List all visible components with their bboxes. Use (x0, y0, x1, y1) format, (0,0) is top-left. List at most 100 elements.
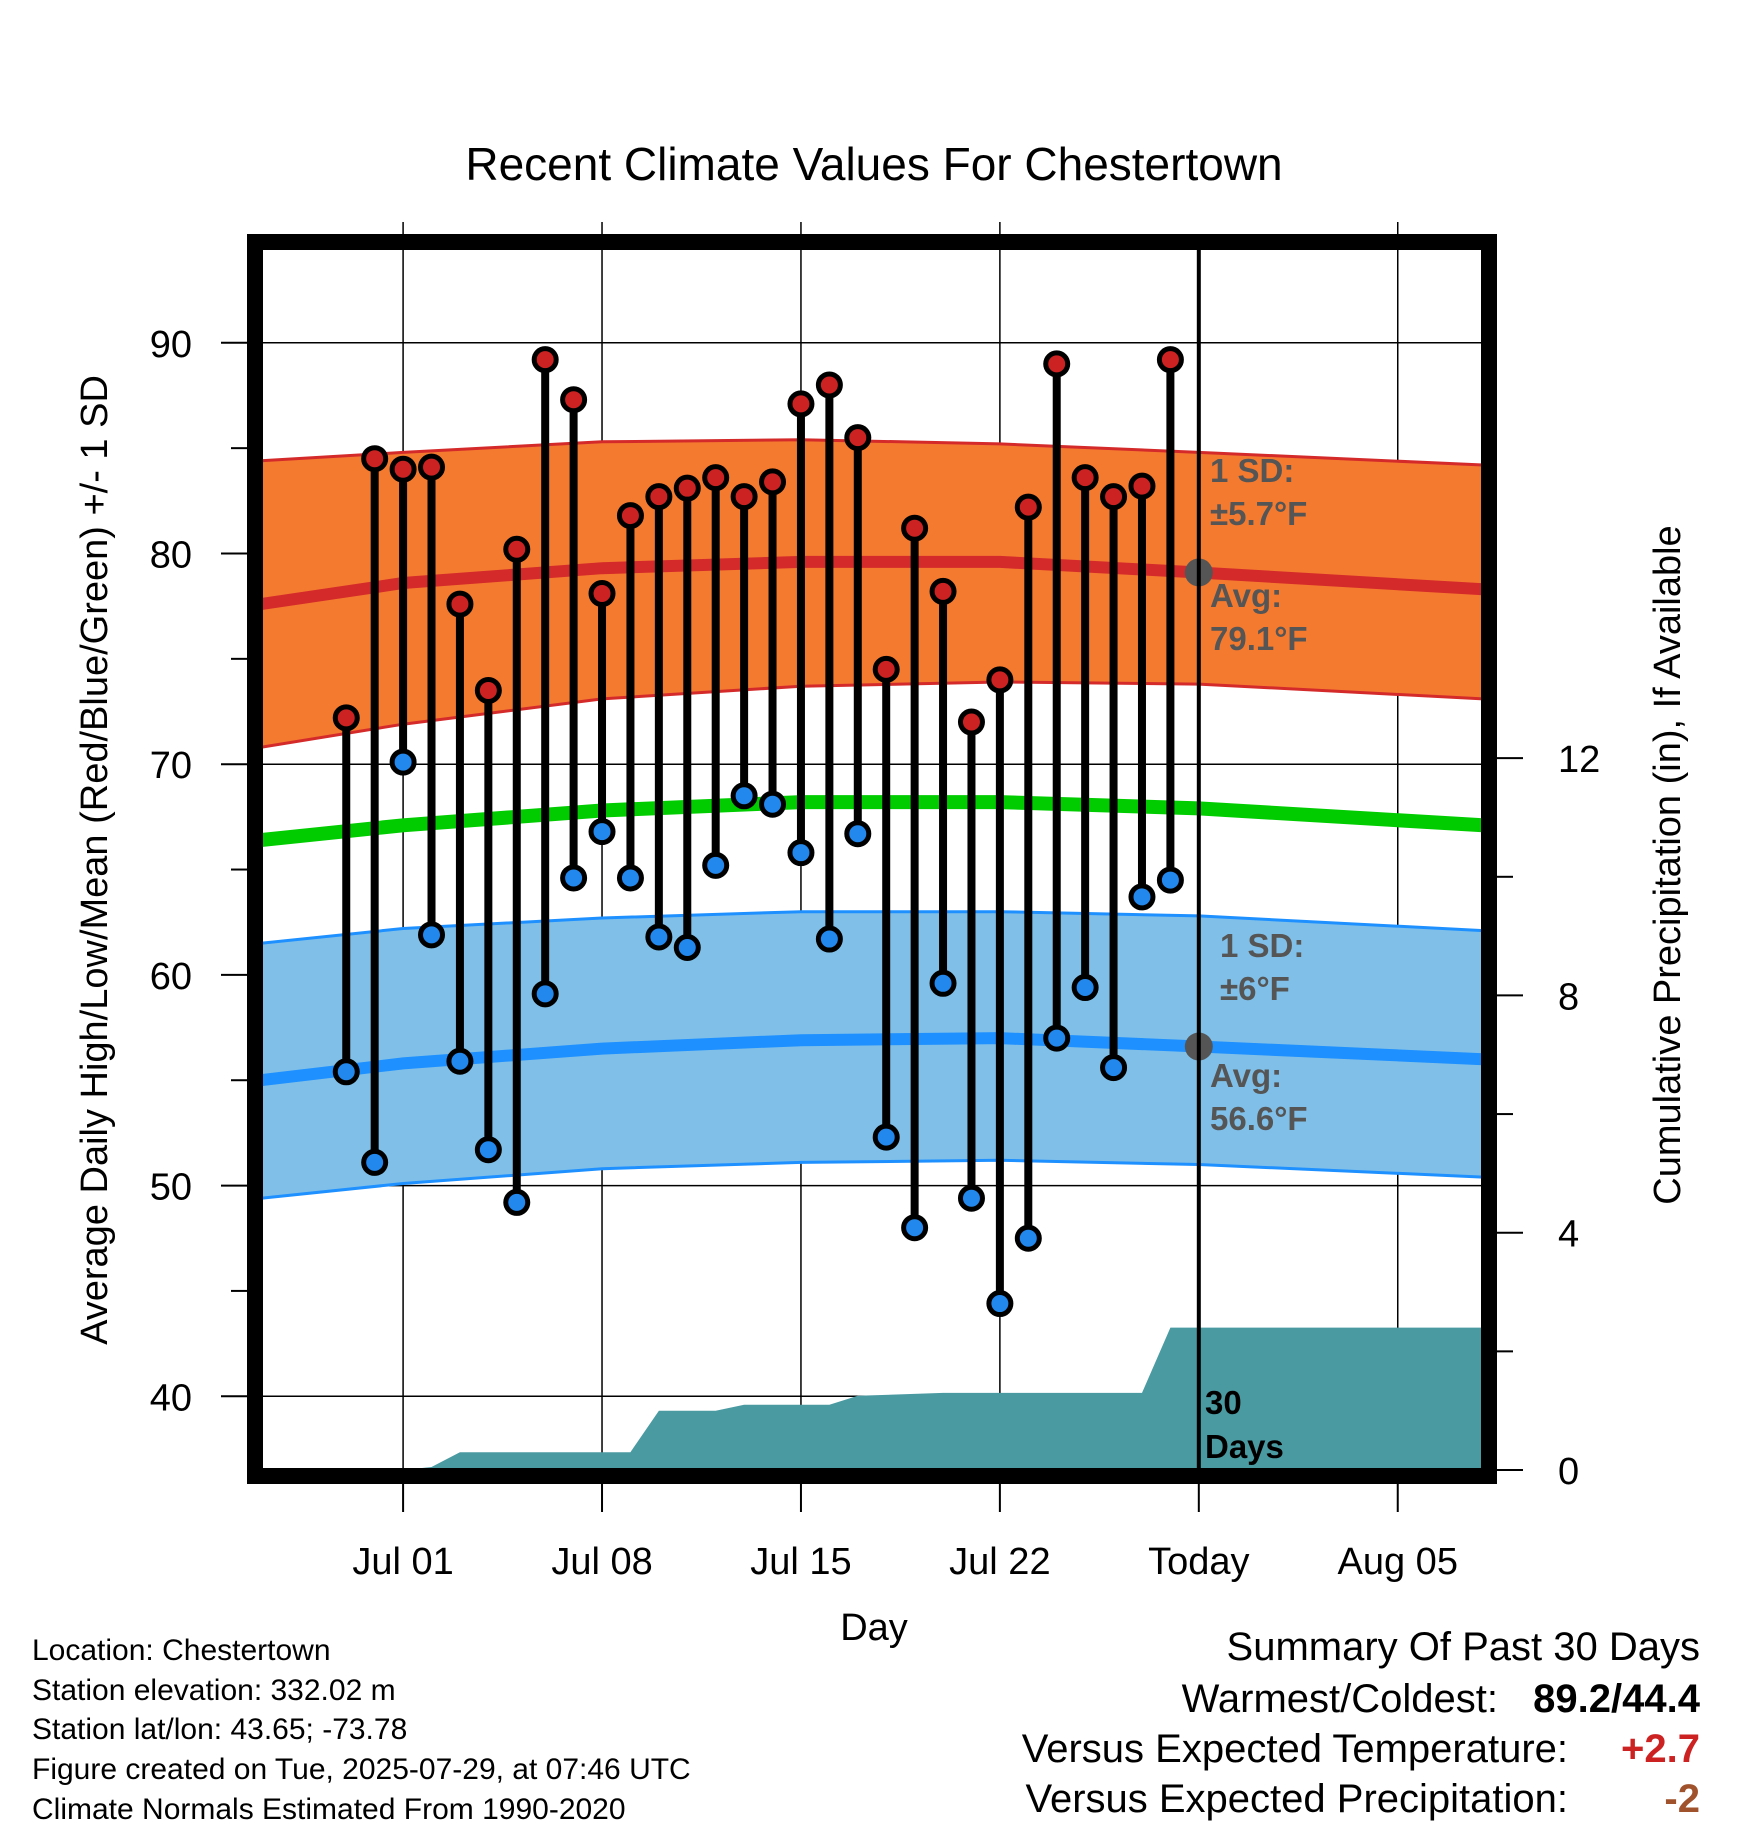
low-point (730, 782, 758, 810)
low-sd-band (261, 911, 1483, 1199)
high-point (1014, 493, 1042, 521)
high-avg-label: Avg: (1210, 577, 1282, 614)
x-tick-label: Jul 08 (551, 1541, 652, 1583)
high-point (503, 535, 531, 563)
high-avg-value: 79.1°F (1210, 620, 1308, 657)
precip-diff-label: Versus Expected Precipitation: (1025, 1777, 1568, 1821)
low-avg-value: 56.6°F (1210, 1100, 1308, 1137)
x-tick-label: Jul 15 (750, 1541, 851, 1583)
y2-tick-label: 8 (1558, 976, 1579, 1018)
high-annotation: 1 SD: ±5.7°F Avg: 79.1°F (1210, 452, 1308, 657)
low-point (787, 839, 815, 867)
low-point (1156, 866, 1184, 894)
axes: 40 50 60 70 80 90 0 4 8 12 Jul 01 Jul 08 Jul 15 Jul 2… (150, 234, 1600, 1583)
x-tick-label: Jul 22 (949, 1541, 1050, 1583)
footer-latlon: Station lat/lon: 43.65; -73.78 (32, 1713, 407, 1746)
temp-diff-label: Versus Expected Temperature: (1022, 1727, 1568, 1771)
days-count: 30 (1205, 1384, 1242, 1421)
low-point (872, 1123, 900, 1151)
low-point (332, 1058, 360, 1086)
high-point (957, 708, 985, 736)
chart-title: Recent Climate Values For Chestertown (465, 138, 1282, 190)
y-tick-label: 50 (150, 1167, 192, 1209)
low-point (645, 923, 673, 951)
observations-layer (332, 346, 1213, 1318)
low-point (503, 1188, 531, 1216)
low-avg-label: Avg: (1210, 1057, 1282, 1094)
y-tick-label: 60 (150, 956, 192, 998)
high-point (418, 453, 446, 481)
low-point (1014, 1224, 1042, 1252)
footer-elevation: Station elevation: 332.02 m (32, 1674, 396, 1707)
y2-tick-label: 0 (1558, 1451, 1579, 1493)
precip-diff-value: -2 (1664, 1777, 1700, 1821)
y-tick-label: 90 (150, 324, 192, 366)
high-point (986, 666, 1014, 694)
low-point (446, 1047, 474, 1075)
y2-axis-title: Cumulative Precipitation (in), If Availa… (1647, 525, 1689, 1204)
high-sd-value: ±5.7°F (1210, 495, 1307, 532)
low-point (418, 921, 446, 949)
low-sd-value: ±6°F (1220, 970, 1290, 1007)
warm-cold-label: Warmest/Coldest: (1182, 1677, 1498, 1721)
plot-frame (247, 234, 1497, 1484)
low-sd-label: 1 SD: (1220, 927, 1304, 964)
footer-location: Location: Chestertown (32, 1634, 331, 1667)
footer-normals: Climate Normals Estimated From 1990-2020 (32, 1793, 626, 1826)
low-point (957, 1184, 985, 1212)
high-point (1156, 346, 1184, 374)
low-point (1100, 1054, 1128, 1082)
x-tick-label: Aug 05 (1338, 1541, 1458, 1583)
high-point (361, 445, 389, 473)
low-point (531, 980, 559, 1008)
low-point (702, 851, 730, 879)
low-point (759, 790, 787, 818)
high-point (901, 514, 929, 542)
x-tick-label: Jul 01 (352, 1541, 453, 1583)
x-tick-label: Today (1148, 1541, 1249, 1583)
high-point (1100, 483, 1128, 511)
footer-info: Location: Chestertown Station elevation:… (32, 1634, 691, 1826)
y-tick-label: 80 (150, 535, 192, 577)
high-point (929, 577, 957, 605)
high-point (815, 371, 843, 399)
y-tick-label: 40 (150, 1377, 192, 1419)
high-point (759, 468, 787, 496)
high-point (730, 483, 758, 511)
high-point (787, 390, 815, 418)
low-point (1071, 974, 1099, 1002)
high-point (1043, 350, 1071, 378)
high-point (588, 580, 616, 608)
low-point (389, 748, 417, 776)
high-point (332, 704, 360, 732)
low-point (1043, 1024, 1071, 1052)
temp-diff-value: +2.7 (1621, 1727, 1700, 1771)
high-point (474, 676, 502, 704)
y2-tick-label: 4 (1558, 1214, 1579, 1256)
high-sd-band (261, 439, 1483, 748)
low-point (560, 864, 588, 892)
low-point (844, 820, 872, 848)
summary-panel: Summary Of Past 30 Days Warmest/Coldest:… (1022, 1625, 1701, 1821)
low-point (673, 933, 701, 961)
y-axis-title: Average Daily High/Low/Mean (Red/Blue/Gr… (74, 375, 116, 1345)
summary-heading: Summary Of Past 30 Days (1227, 1625, 1700, 1669)
y-tick-label: 70 (150, 745, 192, 787)
series-layer (261, 438, 1483, 1470)
low-annotation: 1 SD: ±6°F Avg: 56.6°F (1210, 927, 1308, 1137)
high-point (531, 346, 559, 374)
high-point (702, 464, 730, 492)
normal-mean-line (261, 795, 1483, 847)
days-label: Days (1205, 1428, 1284, 1465)
x-axis-title: Day (840, 1607, 908, 1649)
low-point (474, 1136, 502, 1164)
high-point (616, 502, 644, 530)
high-point (1071, 464, 1099, 492)
low-point (1128, 883, 1156, 911)
low-point (588, 818, 616, 846)
low-point (616, 864, 644, 892)
high-sd-label: 1 SD: (1210, 452, 1294, 489)
high-point (844, 424, 872, 452)
low-point (986, 1290, 1014, 1318)
